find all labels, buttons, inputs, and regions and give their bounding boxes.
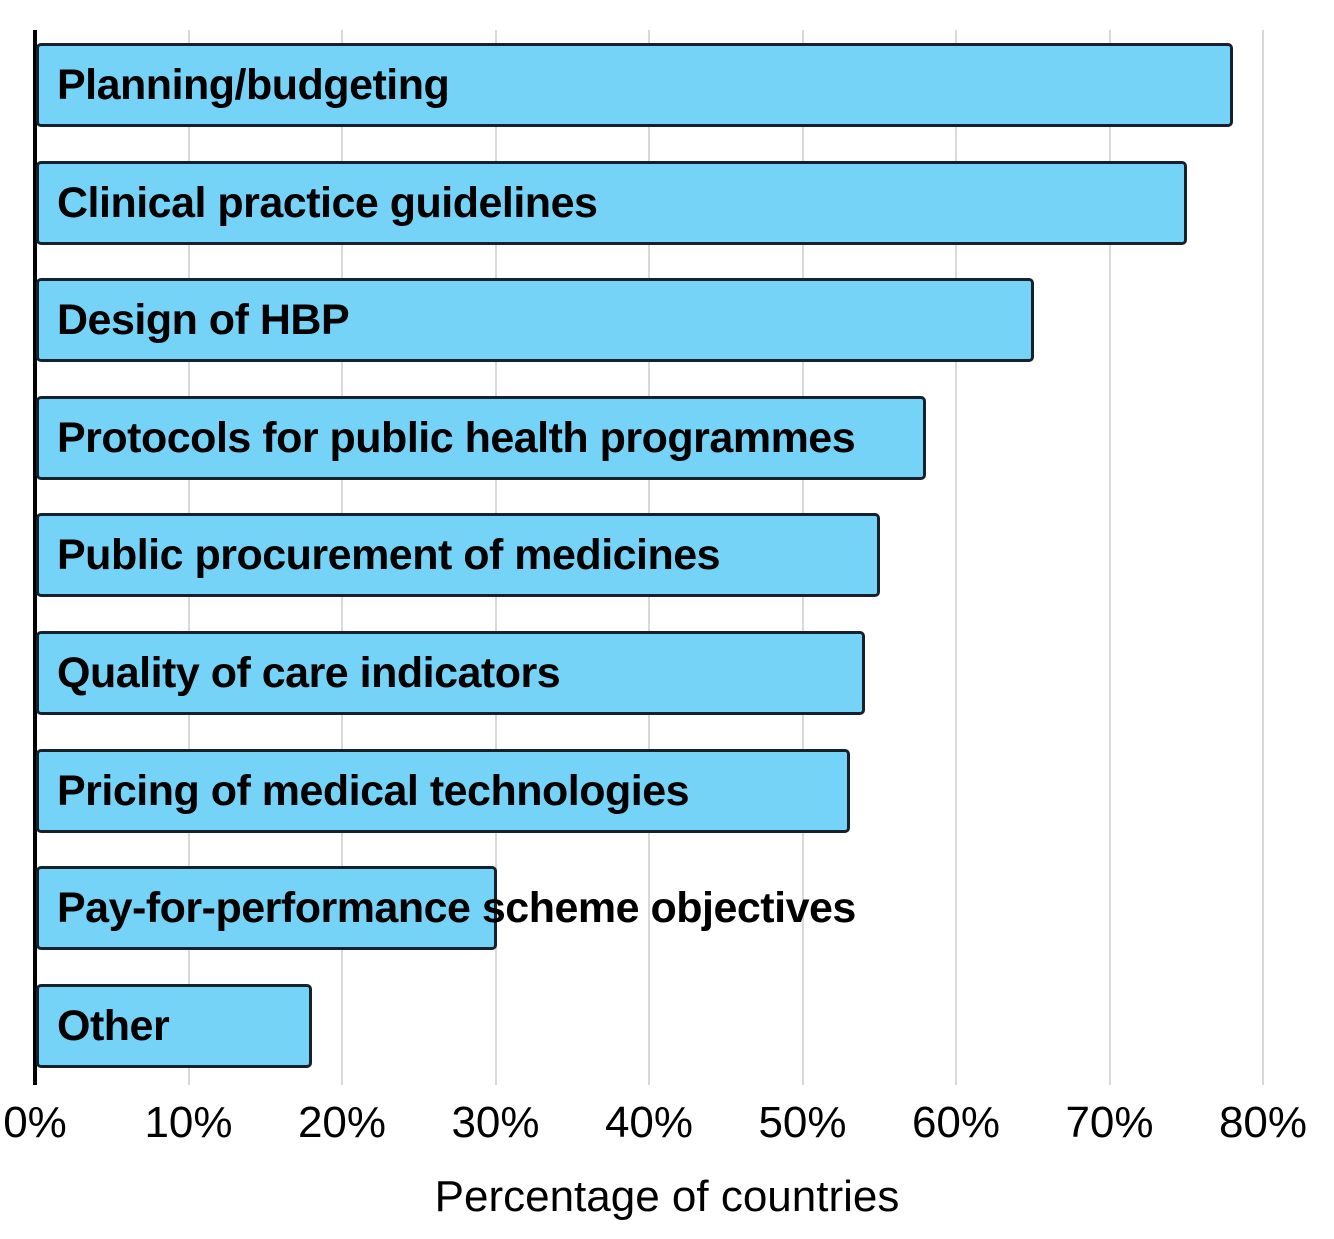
x-tick-label: 80% [1218,1098,1308,1147]
y-axis-line [33,30,37,1085]
x-tick-label: 20% [297,1098,387,1147]
bar-label: Design of HBP [57,295,350,344]
gridline [1262,30,1264,1085]
plot-area: Planning/budgeting Clinical practice guid… [33,30,1264,1085]
bar: Protocols for public health programmes [36,396,926,480]
bar: Planning/budgeting [36,43,1233,127]
bar: Pay-for-performance scheme objectives [36,866,856,950]
x-tick-label: 30% [451,1098,540,1147]
bar-label: Public procurement of medicines [57,530,721,579]
bar-label: Pricing of medical technologies [57,766,690,815]
bar: Design of HBP [36,278,1034,362]
x-tick-label: 40% [604,1098,694,1147]
gridline [1108,30,1111,1085]
bar-label: Quality of care indicators [57,648,561,697]
x-tick-label: 50% [758,1098,847,1147]
bar: Other [36,984,312,1068]
bar-label: Other [57,1001,170,1050]
gridline [955,30,957,1085]
x-tick-label: 10% [144,1098,233,1147]
bar-label: Planning/budgeting [57,60,450,109]
bar: Pricing of medical technologies [36,749,850,833]
bar-label: Pay-for-performance scheme objectives [57,883,856,932]
bar-label: Protocols for public health programmes [57,413,856,462]
x-tick-label: 0% [3,1098,67,1147]
x-axis-title: Percentage of countries [434,1172,900,1221]
bar-label: Clinical practice guidelines [57,178,598,227]
bar: Clinical practice guidelines [36,161,1187,245]
x-tick-label: 70% [1065,1098,1154,1147]
x-tick-label: 60% [911,1098,1001,1147]
bar: Public procurement of medicines [36,513,880,597]
bar: Quality of care indicators [36,631,865,715]
